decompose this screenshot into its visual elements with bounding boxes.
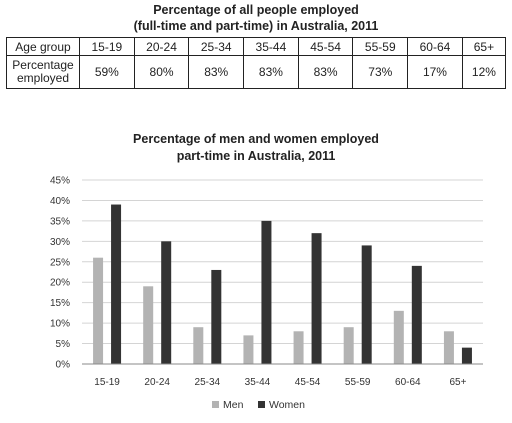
x-axis-categories: 15-19 20-24 25-34 35-44 45-54 55-59 60-64 65+	[94, 377, 466, 388]
percentage-cell: 80%	[133, 55, 190, 89]
table-title-line1: Percentage of all people employed	[153, 3, 359, 17]
age-group-cell: 20-24	[133, 37, 190, 56]
bar-women-35-44	[261, 220, 272, 364]
bar-women-15-19	[111, 204, 122, 364]
x-category-label: 15-19	[94, 377, 120, 388]
part-time-bar-chart: 0% 5% 10% 15% 20% 25% 30% 35% 40% 45% 15-19 20-24 2…	[50, 176, 483, 411]
x-category-label: 60-64	[395, 377, 421, 388]
age-group-header: Age group	[6, 37, 80, 56]
bar-men-65+	[443, 331, 454, 364]
age-group-cell: 65+	[461, 37, 507, 56]
legend-label-women: Women	[269, 399, 305, 411]
age-group-cell: 15-19	[79, 37, 135, 56]
bar-men-20-24	[143, 286, 154, 364]
percentage-row: Percentage employed 59% 80% 83% 83% 83% …	[6, 55, 507, 89]
bar-women-45-54	[311, 233, 322, 364]
bar-women-65+	[461, 347, 472, 364]
y-tick-label: 5%	[56, 339, 71, 350]
bar-men-55-59	[343, 327, 354, 364]
x-category-label: 35-44	[245, 377, 271, 388]
percentage-cell: 73%	[352, 55, 409, 89]
y-tick-label: 25%	[50, 257, 70, 268]
chart-gridlines	[82, 179, 483, 345]
x-category-label: 25-34	[195, 377, 221, 388]
bar-women-55-59	[361, 245, 372, 364]
age-group-row: Age group 15-19 20-24 25-34 35-44 45-54 …	[6, 37, 507, 56]
y-tick-label: 35%	[50, 216, 70, 227]
chart-title-line1: Percentage of men and women employed	[133, 132, 379, 146]
age-group-cell: 55-59	[352, 37, 409, 56]
percentage-cell: 12%	[461, 55, 507, 89]
percentage-cell: 59%	[79, 55, 135, 89]
chart-title-line2: part-time in Australia, 2011	[176, 149, 336, 163]
age-group-cell: 60-64	[407, 37, 463, 56]
x-category-label: 55-59	[345, 377, 371, 388]
percentage-cell: 83%	[243, 55, 299, 89]
percentage-header-line1: Percentage	[12, 58, 74, 72]
chart-legend: Men Women	[212, 399, 305, 411]
bar-men-35-44	[243, 335, 254, 364]
bar-men-15-19	[93, 257, 104, 364]
x-category-label: 45-54	[295, 377, 321, 388]
legend-label-men: Men	[223, 399, 244, 411]
bar-women-20-24	[161, 241, 172, 364]
y-tick-label: 0%	[56, 360, 71, 371]
bar-men-25-34	[193, 327, 204, 364]
y-tick-label: 15%	[50, 298, 70, 309]
bar-men-45-54	[293, 331, 304, 364]
table-title-line2: (full-time and part-time) in Australia, …	[133, 19, 379, 33]
chart-bars	[93, 204, 472, 364]
y-tick-label: 10%	[50, 319, 70, 330]
bar-women-25-34	[211, 269, 222, 364]
x-category-label: 65+	[449, 377, 466, 388]
legend-swatch-men	[212, 401, 219, 408]
y-tick-label: 40%	[50, 196, 70, 207]
employment-table: Age group 15-19 20-24 25-34 35-44 45-54 …	[6, 37, 507, 89]
percentage-cell: 83%	[188, 55, 245, 89]
bar-women-60-64	[411, 265, 422, 364]
y-tick-label: 20%	[50, 278, 70, 289]
y-tick-label: 45%	[50, 176, 70, 187]
bar-men-60-64	[393, 310, 404, 364]
percentage-header-line2: employed	[16, 71, 70, 85]
x-category-label: 20-24	[144, 377, 170, 388]
legend-swatch-women	[258, 401, 265, 408]
age-group-cell: 45-54	[297, 37, 354, 56]
y-axis-ticks: 0% 5% 10% 15% 20% 25% 30% 35% 40% 45%	[50, 176, 70, 371]
age-group-cell: 25-34	[188, 37, 245, 56]
age-group-cell: 35-44	[243, 37, 299, 56]
percentage-cell: 17%	[407, 55, 463, 89]
percentage-cell: 83%	[297, 55, 354, 89]
percentage-header: Percentage employed	[6, 55, 80, 89]
y-tick-label: 30%	[50, 237, 70, 248]
